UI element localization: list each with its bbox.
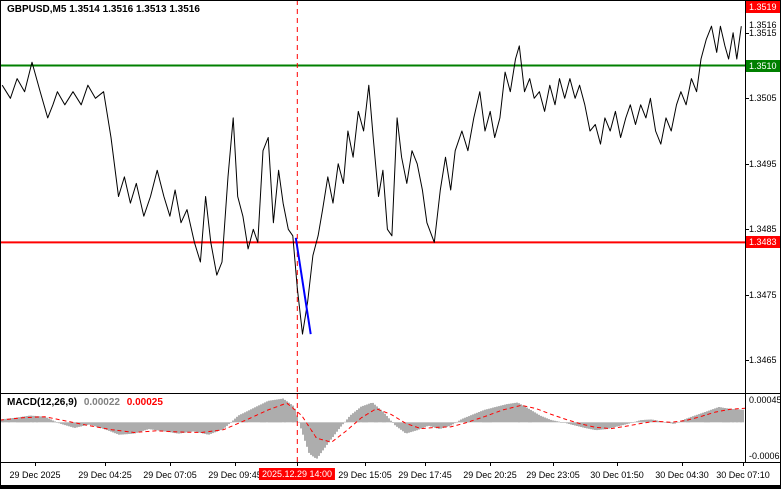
time-axis[interactable]: 29 Dec 2025 29 Dec 04:25 29 Dec 07:05 29 De… [0, 463, 781, 485]
macd-signal-line [0, 402, 745, 443]
price-line[interactable] [1, 25, 742, 335]
macd-plot[interactable] [0, 394, 745, 462]
macd-main-value: 0.00022 [83, 397, 120, 408]
green-level-price-label: 1.3510 [746, 60, 780, 72]
macd-signal-value: 0.00025 [126, 397, 163, 408]
panel-separator-bottom [0, 462, 781, 463]
time-tick-label: 30 Dec 04:30 [655, 470, 709, 480]
price-tick-mark [746, 360, 749, 361]
time-tick-mark [553, 463, 554, 466]
price-tick-label: 1.3465 [749, 355, 777, 365]
price-tick-label: 1.3485 [749, 224, 777, 234]
scale-separator-line [745, 0, 746, 463]
price-tick-label: 1.3495 [749, 159, 777, 169]
chart-ohlc-header: GBPUSD,M5 1.3514 1.3516 1.3513 1.3516 [7, 4, 200, 15]
time-tick-label: 29 Dec 17:45 [398, 470, 452, 480]
time-tick-label: 30 Dec 01:50 [590, 470, 644, 480]
blue-trendline[interactable] [294, 237, 312, 335]
price-axis[interactable]: 1.3515 1.3505 1.3495 1.3485 1.3475 1.3465 1.35… [746, 0, 781, 393]
macd-histogram [0, 398, 744, 459]
time-tick-mark [617, 463, 618, 466]
red-level-price-label: 1.3483 [746, 236, 780, 248]
time-tick-label: 29 Dec 04:25 [78, 470, 132, 480]
macd-tick-label: -0.00065 [749, 451, 781, 461]
macd-axis[interactable]: 0.00045 -0.00065 [746, 394, 781, 462]
price-tick-mark [746, 33, 749, 34]
time-tick-mark [105, 463, 106, 466]
price-tick-mark [746, 229, 749, 230]
time-tick-mark [170, 463, 171, 466]
time-tick-mark [490, 463, 491, 466]
price-tick-label: 1.3505 [749, 93, 777, 103]
price-tick-mark [746, 295, 749, 296]
bid-price-label: 1.3516 [749, 20, 777, 30]
time-tick-label: 29 Dec 20:25 [463, 470, 517, 480]
macd-indicator-label: MACD(12,26,9) 0.00022 0.00025 [7, 397, 163, 408]
time-tick-label: 29 Dec 09:45 [208, 470, 262, 480]
time-tick-label: 30 Dec 07:10 [716, 470, 770, 480]
ask-price-marker: 1.3519 [746, 1, 780, 13]
time-tick-mark [425, 463, 426, 466]
price-tick-mark [746, 164, 749, 165]
price-plot[interactable] [0, 0, 745, 393]
time-tick-label: 29 Dec 07:05 [143, 470, 197, 480]
macd-tick-label: 0.00045 [749, 395, 781, 405]
time-tick-mark [365, 463, 366, 466]
price-tick-label: 1.3475 [749, 290, 777, 300]
time-tick-mark [743, 463, 744, 466]
macd-name: MACD(12,26,9) [7, 397, 78, 408]
selected-time-badge: 2025.12.29 14:00 [258, 468, 336, 480]
time-tick-mark [35, 463, 36, 466]
time-tick-mark [235, 463, 236, 466]
window-bottom-edge [0, 485, 781, 489]
time-tick-mark [297, 463, 298, 466]
time-tick-mark [682, 463, 683, 466]
time-tick-label: 29 Dec 2025 [9, 470, 61, 480]
price-tick-mark [746, 98, 749, 99]
panel-separator-top[interactable] [0, 393, 781, 394]
time-tick-label: 29 Dec 23:05 [526, 470, 580, 480]
price-tick-label: 1.3515 [749, 28, 777, 38]
time-tick-label: 29 Dec 15:05 [338, 470, 392, 480]
